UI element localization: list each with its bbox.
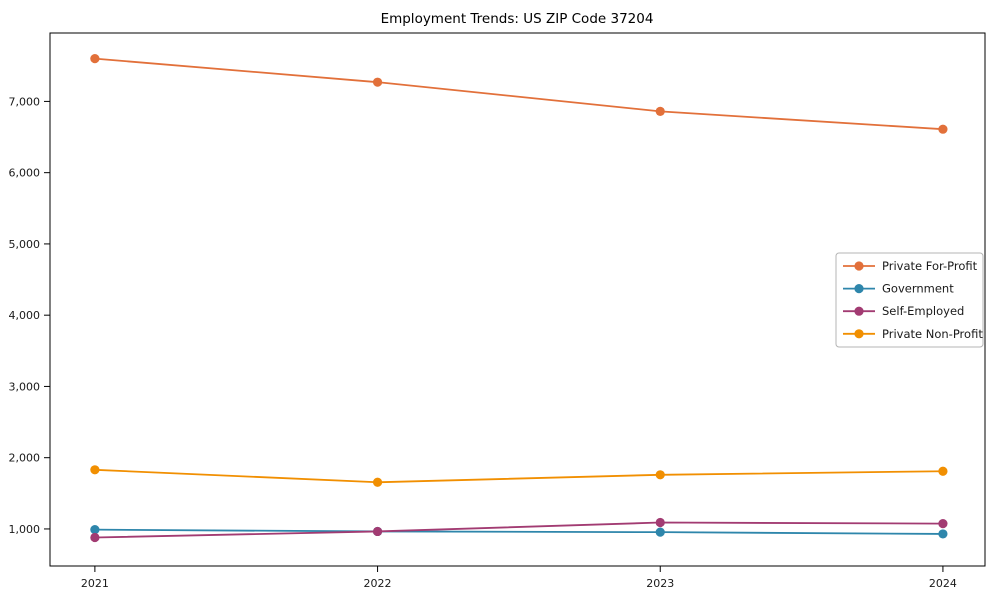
data-point-self-employed-2022	[372, 526, 383, 537]
legend-label-private-for-profit: Private For-Profit	[882, 259, 978, 273]
x-tick-label: 2023	[646, 577, 674, 590]
y-tick-label: 2,000	[9, 452, 41, 465]
chart-title: Employment Trends: US ZIP Code 37204	[380, 11, 654, 27]
legend-label-self-employed: Self-Employed	[882, 304, 964, 318]
data-point-self-employed-2021	[90, 532, 100, 543]
legend-label-private-non-profit: Private Non-Profit	[882, 327, 983, 341]
legend-marker-self-employed	[854, 306, 864, 316]
y-tick-label: 5,000	[9, 238, 41, 251]
data-point-government-2021	[90, 525, 100, 535]
y-tick-label: 4,000	[9, 309, 41, 322]
data-point-private-non-profit-2021	[90, 465, 100, 475]
series-line-private-for-profit	[94, 57, 943, 131]
series-line-private-non-profit	[94, 468, 943, 484]
data-point-self-employed-2023	[655, 517, 665, 528]
data-point-government-2023	[655, 527, 665, 537]
legend-marker-private-non-profit	[854, 329, 864, 339]
series-line-self-employed	[94, 521, 943, 539]
data-point-private-for-profit-2024	[938, 124, 948, 134]
y-tick-label: 7,000	[9, 95, 41, 108]
data-point-private-non-profit-2023	[655, 470, 665, 480]
x-tick-label: 2022	[364, 577, 392, 590]
legend-label-government: Government	[882, 282, 954, 296]
data-point-private-non-profit-2024	[938, 466, 948, 476]
data-point-private-for-profit-2023	[655, 106, 665, 116]
y-tick-label: 6,000	[9, 167, 41, 180]
legend-marker-private-for-profit	[854, 261, 864, 271]
data-point-private-for-profit-2022	[372, 77, 383, 87]
y-tick-label: 1,000	[9, 523, 41, 536]
x-tick-label: 2024	[929, 577, 957, 590]
plot-border	[49, 32, 986, 567]
data-point-private-non-profit-2022	[372, 477, 383, 487]
data-point-government-2024	[938, 529, 948, 539]
x-tick-label: 2021	[81, 577, 109, 590]
data-point-self-employed-2024	[938, 519, 948, 529]
y-tick-label: 3,000	[9, 380, 41, 393]
data-point-private-for-profit-2021	[90, 54, 100, 64]
legend-marker-government	[854, 284, 864, 294]
series-line-government	[94, 528, 943, 535]
legend-box	[835, 252, 984, 348]
